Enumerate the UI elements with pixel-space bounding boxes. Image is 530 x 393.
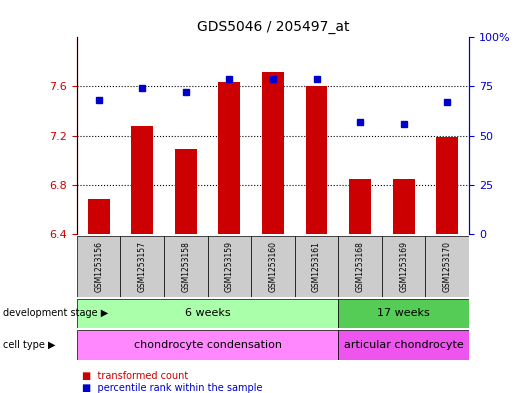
- FancyBboxPatch shape: [77, 236, 120, 297]
- Text: chondrocyte condensation: chondrocyte condensation: [134, 340, 281, 350]
- FancyBboxPatch shape: [338, 330, 469, 360]
- Text: ■  transformed count: ■ transformed count: [82, 371, 188, 382]
- FancyBboxPatch shape: [295, 236, 338, 297]
- Text: 6 weeks: 6 weeks: [185, 309, 231, 318]
- Bar: [306, 86, 328, 234]
- Bar: [88, 200, 110, 234]
- FancyBboxPatch shape: [77, 299, 338, 328]
- Bar: [349, 178, 371, 234]
- Bar: [218, 82, 240, 234]
- Bar: [262, 72, 284, 234]
- Text: 17 weeks: 17 weeks: [377, 309, 430, 318]
- Text: articular chondrocyte: articular chondrocyte: [344, 340, 464, 350]
- FancyBboxPatch shape: [382, 236, 426, 297]
- Bar: [393, 178, 414, 234]
- FancyBboxPatch shape: [338, 299, 469, 328]
- Text: cell type ▶: cell type ▶: [3, 340, 55, 350]
- Text: GSM1253170: GSM1253170: [443, 241, 452, 292]
- Text: GSM1253159: GSM1253159: [225, 241, 234, 292]
- Title: GDS5046 / 205497_at: GDS5046 / 205497_at: [197, 20, 349, 33]
- Text: development stage ▶: development stage ▶: [3, 309, 108, 318]
- FancyBboxPatch shape: [77, 330, 338, 360]
- FancyBboxPatch shape: [338, 236, 382, 297]
- FancyBboxPatch shape: [208, 236, 251, 297]
- FancyBboxPatch shape: [251, 236, 295, 297]
- Text: GSM1253157: GSM1253157: [138, 241, 147, 292]
- Text: GSM1253160: GSM1253160: [269, 241, 277, 292]
- FancyBboxPatch shape: [426, 236, 469, 297]
- FancyBboxPatch shape: [120, 236, 164, 297]
- Text: GSM1253156: GSM1253156: [94, 241, 103, 292]
- Text: ■  percentile rank within the sample: ■ percentile rank within the sample: [82, 383, 263, 393]
- Text: GSM1253158: GSM1253158: [181, 241, 190, 292]
- FancyBboxPatch shape: [164, 236, 208, 297]
- Bar: [175, 149, 197, 234]
- Bar: [436, 137, 458, 234]
- Bar: [131, 126, 153, 234]
- Text: GSM1253168: GSM1253168: [356, 241, 365, 292]
- Text: GSM1253169: GSM1253169: [399, 241, 408, 292]
- Text: GSM1253161: GSM1253161: [312, 241, 321, 292]
